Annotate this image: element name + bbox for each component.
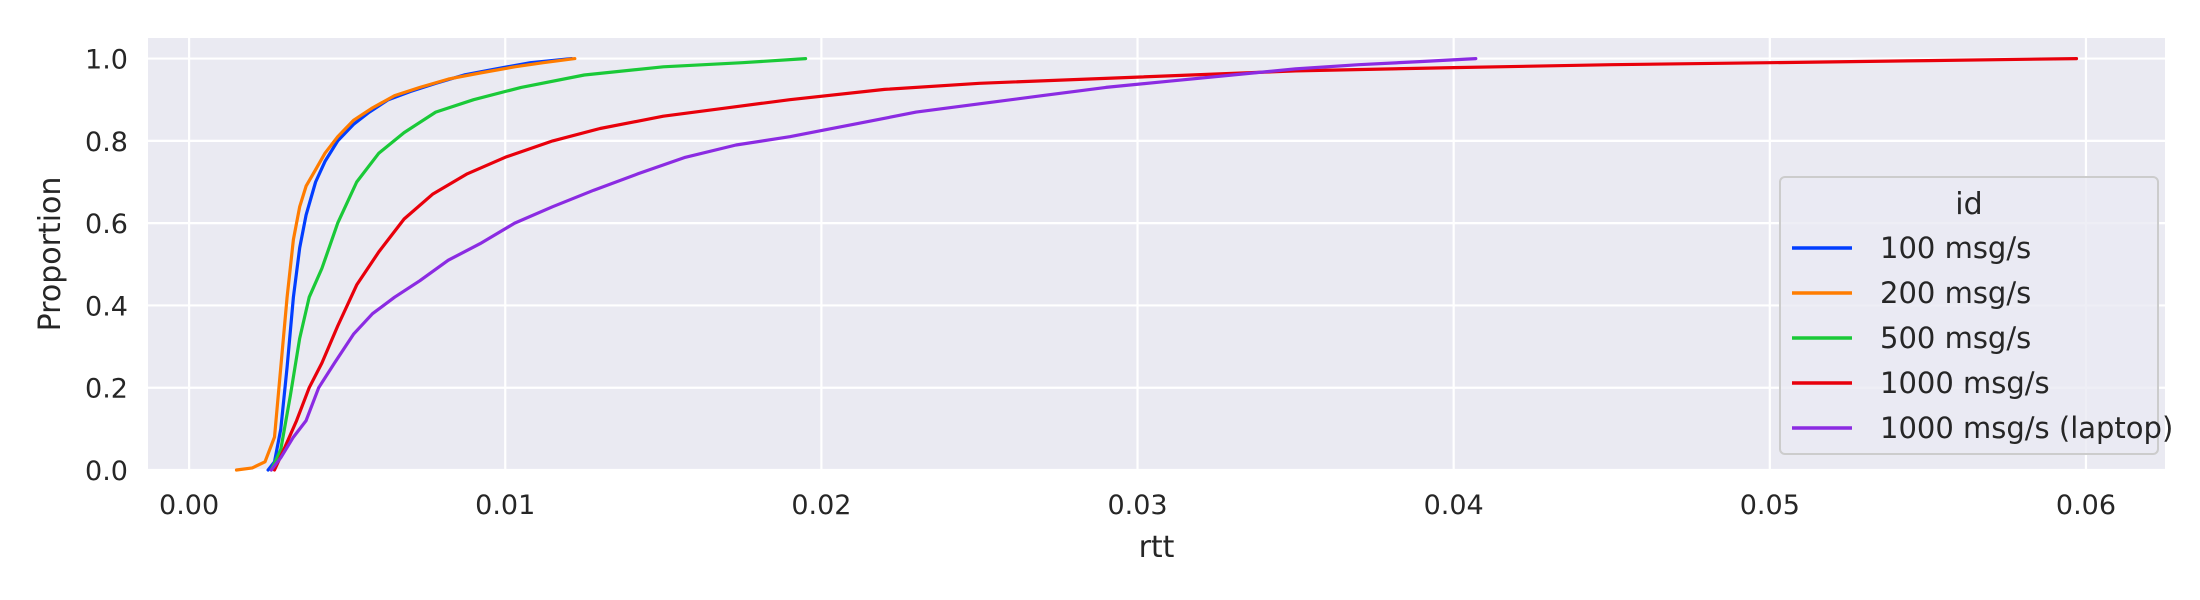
y-axis-label: Proportion (33, 177, 68, 332)
legend-item: 500 msg/s (1792, 321, 2031, 355)
series-line (269, 56, 808, 472)
x-tick-label: 0.04 (1424, 490, 1484, 521)
legend-item: 1000 msg/s (laptop) (1792, 411, 2173, 445)
legend: id 100 msg/s 200 msg/s 500 msg/s 1000 msg/s… (1779, 176, 2173, 455)
series-line (269, 56, 1478, 472)
series-line (272, 56, 2079, 472)
legend-item: 100 msg/s (1792, 231, 2031, 265)
x-tick-label: 0.05 (1740, 490, 1800, 521)
y-tick-label: 0.8 (85, 127, 128, 158)
series-lines (234, 56, 2079, 472)
y-tick-label: 0.6 (85, 209, 128, 240)
y-tick-label: 1.0 (85, 45, 128, 76)
x-tick-label: 0.00 (159, 490, 219, 521)
legend-label: 200 msg/s (1880, 276, 2031, 310)
legend-title: id (1955, 187, 1982, 222)
legend-label: 1000 msg/s (laptop) (1880, 411, 2173, 445)
y-tick-label: 0.4 (85, 291, 128, 322)
series-line (234, 56, 577, 472)
legend-item: 200 msg/s (1792, 276, 2031, 310)
x-tick-label: 0.03 (1107, 490, 1167, 521)
legend-label: 500 msg/s (1880, 321, 2031, 355)
legend-label: 100 msg/s (1880, 231, 2031, 265)
y-tick-label: 0.2 (85, 374, 128, 405)
x-tick-label: 0.02 (791, 490, 851, 521)
y-tick-label: 0.0 (85, 456, 128, 487)
legend-item: 1000 msg/s (1792, 366, 2050, 400)
legend-box (1779, 176, 2159, 455)
x-tick-label: 0.01 (475, 490, 535, 521)
x-tick-labels: 0.00 0.01 0.02 0.03 0.04 0.05 0.06 (159, 490, 2116, 521)
x-tick-label: 0.06 (2056, 490, 2116, 521)
legend-label: 1000 msg/s (1880, 366, 2050, 400)
x-axis-label: rtt (1139, 530, 1175, 565)
legend-items: 100 msg/s 200 msg/s 500 msg/s 1000 msg/s 100… (1792, 231, 2173, 445)
y-tick-labels: 0.0 0.2 0.4 0.6 0.8 1.0 (85, 45, 128, 487)
